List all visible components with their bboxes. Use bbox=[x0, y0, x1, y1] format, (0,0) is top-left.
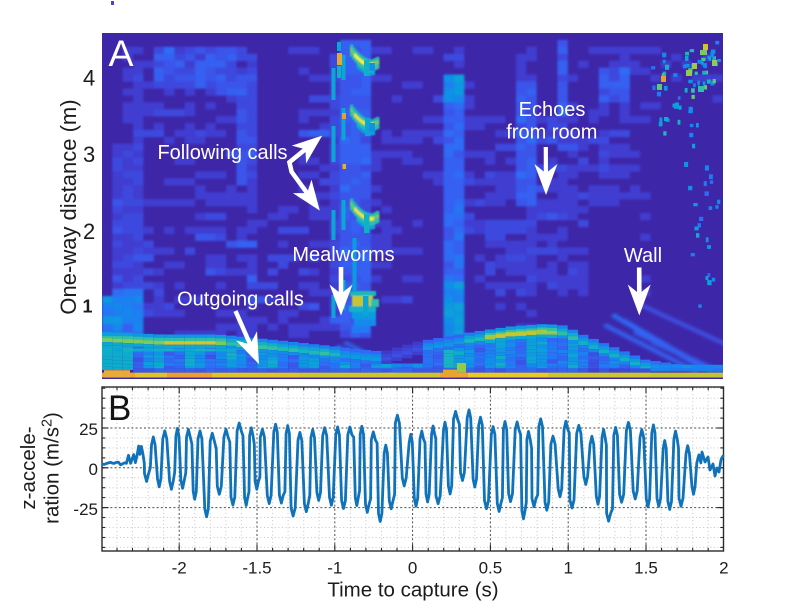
svg-text:0: 0 bbox=[89, 460, 98, 479]
svg-text:Echoes: Echoes bbox=[519, 99, 586, 121]
svg-text:0: 0 bbox=[408, 558, 417, 577]
svg-text:1: 1 bbox=[82, 297, 92, 317]
svg-text:2: 2 bbox=[719, 558, 728, 577]
svg-text:One-way distance (m): One-way distance (m) bbox=[56, 99, 81, 314]
svg-text:Outgoing calls: Outgoing calls bbox=[177, 288, 304, 310]
svg-text:Following calls: Following calls bbox=[157, 142, 287, 164]
svg-text:-1: -1 bbox=[327, 558, 342, 577]
svg-text:1: 1 bbox=[563, 558, 572, 577]
svg-text:A: A bbox=[109, 32, 134, 74]
svg-text:z-accele-: z-accele- bbox=[17, 426, 40, 509]
svg-text:0.5: 0.5 bbox=[479, 558, 503, 577]
svg-text:B: B bbox=[108, 389, 131, 428]
svg-text:from room: from room bbox=[506, 122, 597, 144]
svg-text:Time to capture (s): Time to capture (s) bbox=[327, 579, 498, 602]
svg-text:3: 3 bbox=[83, 142, 95, 167]
svg-text:2: 2 bbox=[83, 219, 95, 244]
svg-text:-1.5: -1.5 bbox=[242, 558, 271, 577]
svg-text:Mealworms: Mealworms bbox=[292, 244, 394, 266]
svg-text:4: 4 bbox=[83, 65, 95, 90]
svg-text:Wall: Wall bbox=[624, 245, 662, 267]
svg-text:1.5: 1.5 bbox=[634, 558, 658, 577]
svg-text:-25: -25 bbox=[73, 500, 98, 519]
svg-text:ration (m/s2): ration (m/s2) bbox=[40, 412, 64, 524]
svg-text:25: 25 bbox=[79, 420, 98, 439]
svg-text:-2: -2 bbox=[172, 558, 187, 577]
